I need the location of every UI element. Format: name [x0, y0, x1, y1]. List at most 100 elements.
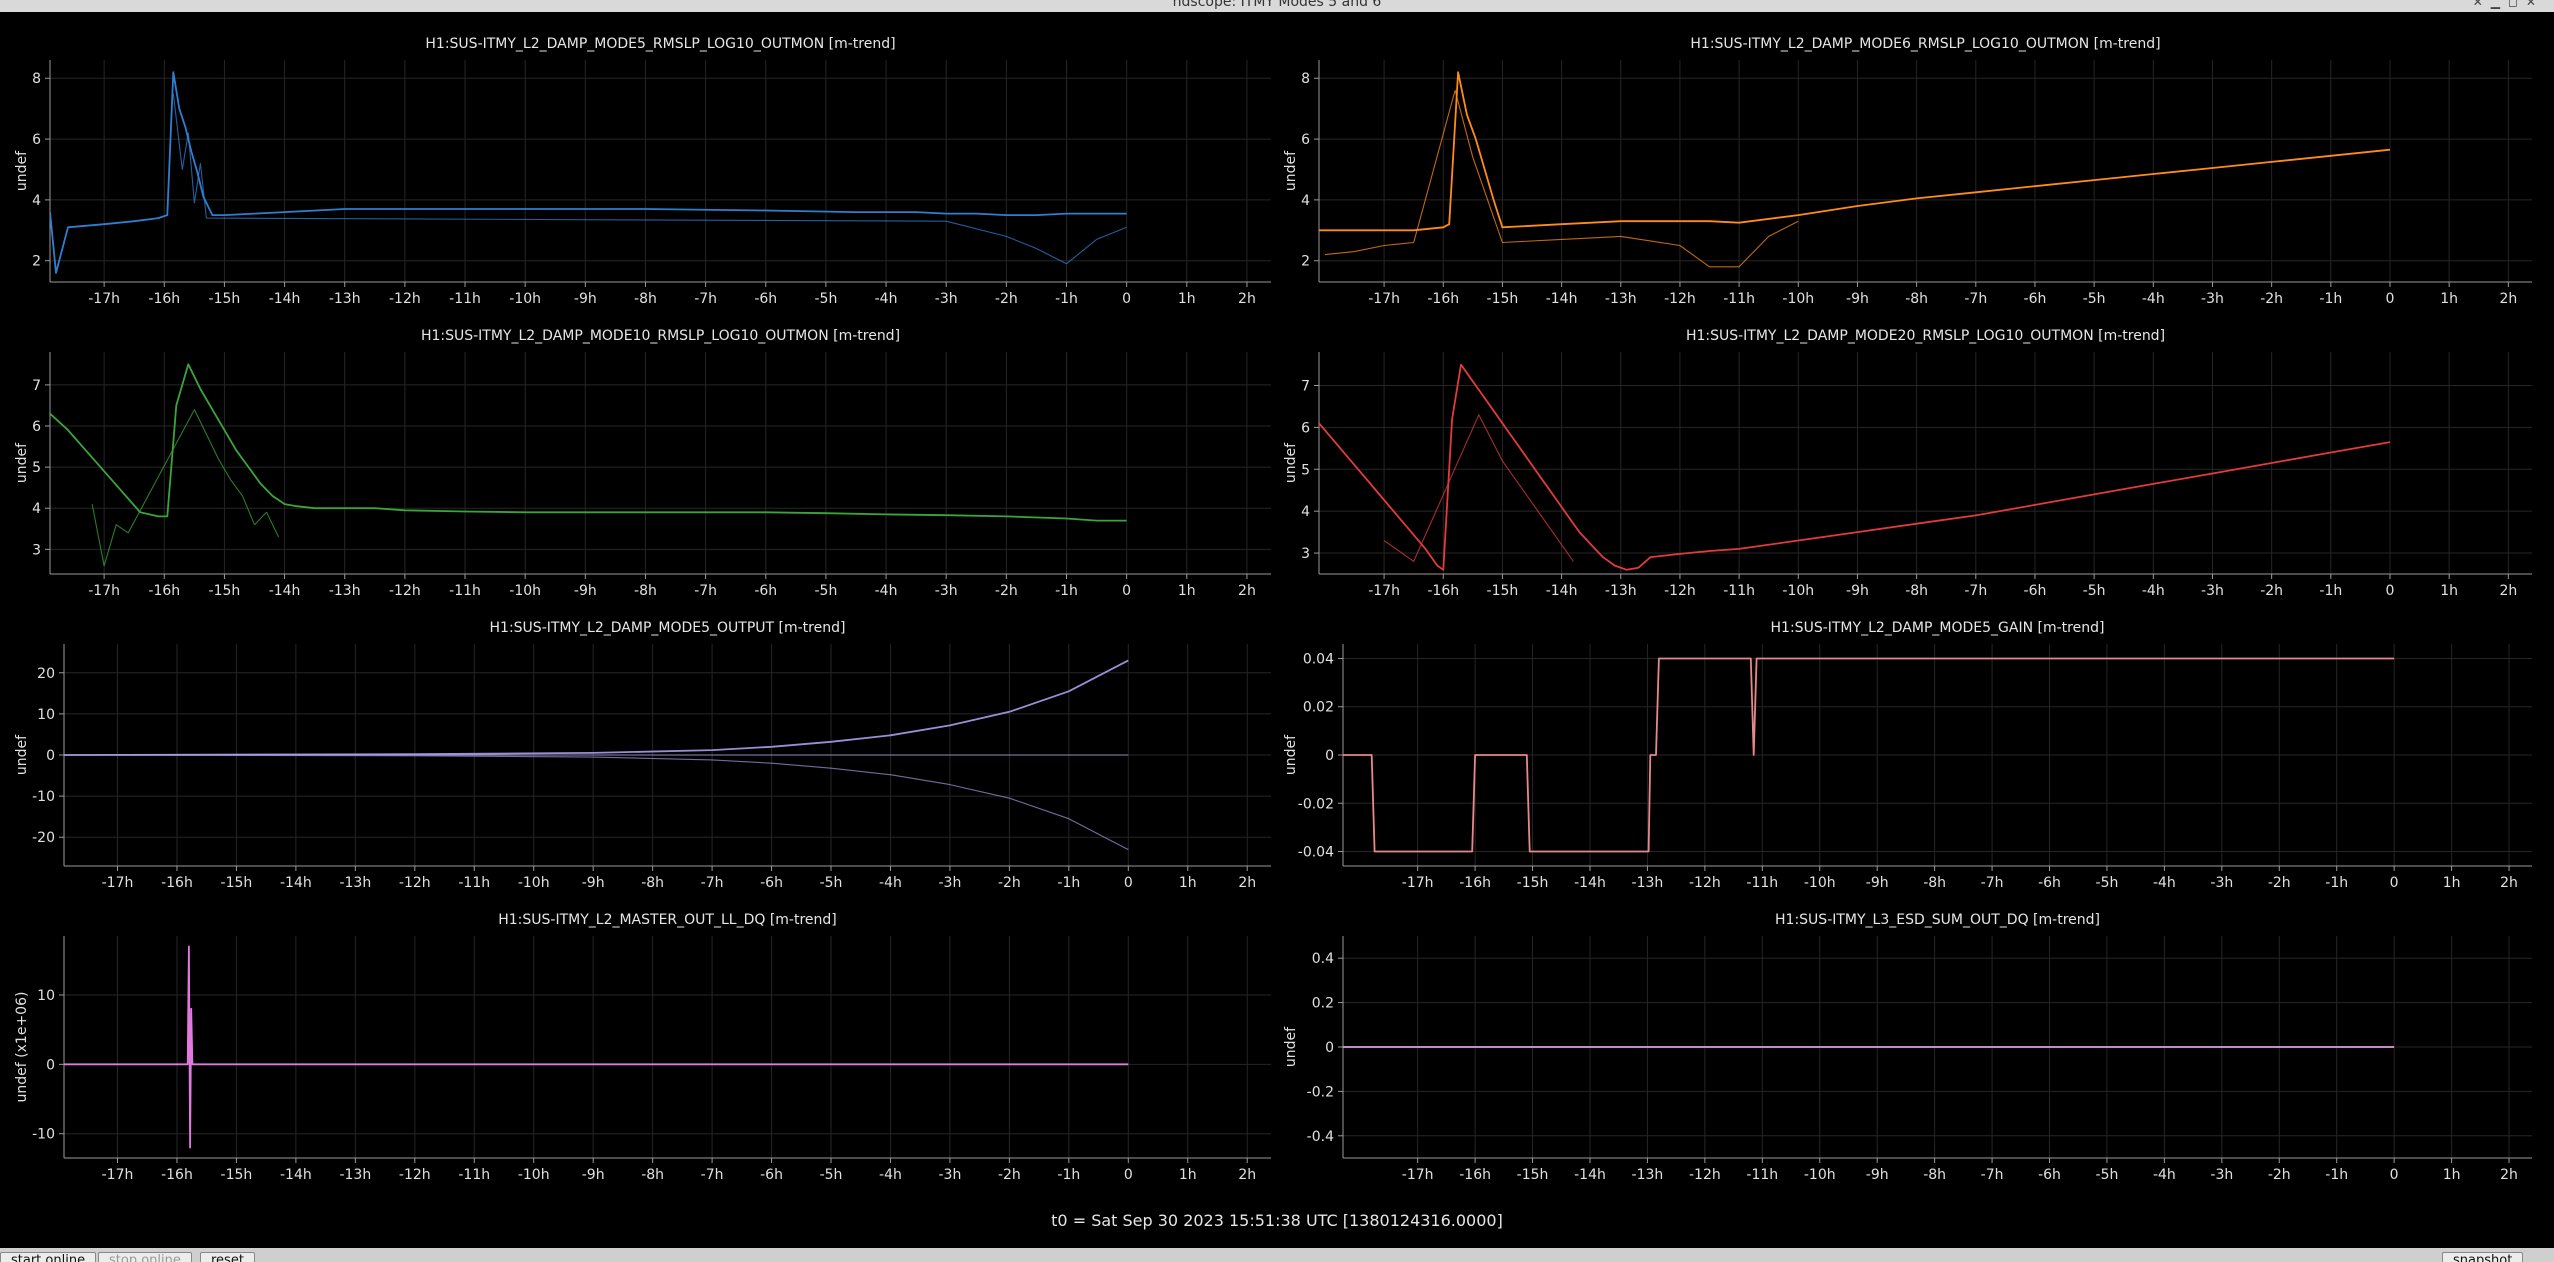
x-tick-label: -15h — [221, 875, 253, 891]
x-tick-label: 1h — [1179, 875, 1197, 891]
snapshot-button[interactable]: snapshot — [2442, 1252, 2524, 1262]
x-tick-label: -5h — [814, 583, 837, 599]
x-tick-label: -9h — [1846, 291, 1869, 307]
series-line — [64, 945, 1129, 1149]
x-tick-label: -1h — [1057, 875, 1080, 891]
y-tick-label: -0.2 — [1307, 1084, 1334, 1100]
plot-title: H1:SUS-ITMY_L2_DAMP_MODE5_OUTPUT [m-tren… — [490, 620, 846, 636]
x-tick-label: -8h — [641, 875, 664, 891]
x-tick-label: -3h — [2210, 875, 2233, 891]
series-line — [1319, 71, 2391, 232]
x-tick-label: 2h — [2500, 875, 2518, 891]
x-tick-label: -8h — [634, 291, 657, 307]
y-axis-label: undef — [14, 734, 30, 775]
x-tick-label: -9h — [1866, 1167, 1889, 1183]
series-line — [50, 71, 1127, 274]
reset-button[interactable]: reset — [200, 1252, 255, 1262]
series-line — [172, 93, 1127, 265]
x-tick-label: -6h — [754, 583, 777, 599]
x-tick-label: -10h — [518, 1167, 550, 1183]
plot-title: H1:SUS-ITMY_L2_DAMP_MODE10_RMSLP_LOG10_O… — [421, 328, 900, 344]
x-tick-label: 0 — [2390, 875, 2399, 891]
x-tick-label: 1h — [2443, 1167, 2461, 1183]
plot-master[interactable]: H1:SUS-ITMY_L2_MASTER_OUT_LL_DQ [m-trend… — [0, 906, 1275, 1192]
x-tick-label: -11h — [1723, 291, 1755, 307]
plot-output[interactable]: H1:SUS-ITMY_L2_DAMP_MODE5_OUTPUT [m-tren… — [0, 614, 1275, 900]
x-tick-label: -14h — [1574, 1167, 1606, 1183]
x-tick-label: 1h — [1178, 583, 1196, 599]
x-tick-label: 0 — [1122, 583, 1131, 599]
x-tick-label: -9h — [582, 875, 605, 891]
x-tick-label: -16h — [148, 291, 180, 307]
x-tick-label: -2h — [2268, 875, 2291, 891]
x-tick-label: 1h — [2440, 583, 2458, 599]
x-tick-label: 1h — [2443, 875, 2461, 891]
x-tick-label: -16h — [1459, 1167, 1491, 1183]
y-tick-label: 3 — [32, 542, 41, 558]
x-tick-label: -8h — [641, 1167, 664, 1183]
x-tick-label: -8h — [1923, 1167, 1946, 1183]
plot-title: H1:SUS-ITMY_L3_ESD_SUM_OUT_DQ [m-trend] — [1775, 912, 2100, 928]
y-tick-label: 10 — [37, 707, 55, 723]
x-tick-label: -2h — [998, 1167, 1021, 1183]
x-tick-label: -11h — [1746, 1167, 1778, 1183]
y-tick-label: 4 — [32, 501, 41, 517]
plot-gain[interactable]: H1:SUS-ITMY_L2_DAMP_MODE5_GAIN [m-trend]… — [1275, 614, 2554, 900]
x-tick-label: -13h — [1632, 875, 1664, 891]
x-tick-label: -1h — [2325, 1167, 2348, 1183]
plot-title: H1:SUS-ITMY_L2_MASTER_OUT_LL_DQ [m-trend… — [498, 912, 837, 928]
x-tick-label: -9h — [1846, 583, 1869, 599]
plot-mode5[interactable]: H1:SUS-ITMY_L2_DAMP_MODE5_RMSLP_LOG10_OU… — [0, 30, 1275, 316]
y-tick-label: 5 — [1301, 462, 1310, 478]
x-tick-label: -2h — [998, 875, 1021, 891]
window-titlebar: ndscope: ITMY Modes 5 and 6 ✕▁◻✕ — [0, 0, 2554, 12]
x-tick-label: -5h — [2083, 291, 2106, 307]
x-tick-label: -15h — [209, 583, 241, 599]
plot-mode6[interactable]: H1:SUS-ITMY_L2_DAMP_MODE6_RMSLP_LOG10_OU… — [1275, 30, 2554, 316]
plot-title: H1:SUS-ITMY_L2_DAMP_MODE20_RMSLP_LOG10_O… — [1686, 328, 2165, 344]
x-tick-label: -2h — [2260, 583, 2283, 599]
y-tick-label: -0.04 — [1298, 845, 1334, 861]
y-tick-label: 6 — [32, 419, 41, 435]
plot-mode20[interactable]: H1:SUS-ITMY_L2_DAMP_MODE20_RMSLP_LOG10_O… — [1275, 322, 2554, 608]
x-tick-label: -13h — [329, 291, 361, 307]
x-tick-label: -10h — [1804, 1167, 1836, 1183]
x-tick-label: -17h — [1368, 583, 1400, 599]
x-tick-label: -6h — [2038, 1167, 2061, 1183]
y-tick-label: 2 — [1301, 254, 1310, 270]
y-tick-label: 7 — [1301, 379, 1310, 395]
x-tick-label: -3h — [939, 1167, 962, 1183]
x-tick-label: -16h — [161, 1167, 193, 1183]
x-tick-label: 0 — [2386, 291, 2395, 307]
window-controls-icon[interactable]: ✕▁◻✕ — [2472, 0, 2544, 9]
plot-grid: H1:SUS-ITMY_L2_DAMP_MODE5_RMSLP_LOG10_OU… — [0, 12, 2554, 1220]
x-tick-label: -15h — [209, 291, 241, 307]
y-axis-label: undef — [1283, 150, 1299, 191]
x-tick-label: -9h — [582, 1167, 605, 1183]
x-tick-label: -12h — [1664, 291, 1696, 307]
x-tick-label: -7h — [1981, 1167, 2004, 1183]
x-tick-label: -7h — [1964, 291, 1987, 307]
x-tick-label: -9h — [574, 291, 597, 307]
x-tick-label: -7h — [1981, 875, 2004, 891]
x-tick-label: -6h — [754, 291, 777, 307]
x-tick-label: -7h — [694, 583, 717, 599]
x-tick-label: -5h — [820, 1167, 843, 1183]
plot-esd[interactable]: H1:SUS-ITMY_L3_ESD_SUM_OUT_DQ [m-trend] -… — [1275, 906, 2554, 1192]
start-online-button[interactable]: start online — [0, 1252, 97, 1262]
x-tick-label: -7h — [701, 1167, 724, 1183]
x-tick-label: -9h — [1866, 875, 1889, 891]
x-tick-label: -2h — [995, 291, 1018, 307]
plot-mode10[interactable]: H1:SUS-ITMY_L2_DAMP_MODE10_RMSLP_LOG10_O… — [0, 322, 1275, 608]
x-tick-label: -7h — [1964, 583, 1987, 599]
series-line — [1324, 89, 1799, 268]
y-tick-label: 0 — [1325, 748, 1334, 764]
x-tick-label: -13h — [329, 583, 361, 599]
x-tick-label: -14h — [269, 583, 301, 599]
x-tick-label: -8h — [1923, 875, 1946, 891]
x-tick-label: -8h — [1905, 291, 1928, 307]
stop-online-button[interactable]: stop online — [98, 1252, 192, 1262]
x-tick-label: -10h — [1782, 583, 1814, 599]
x-tick-label: -12h — [399, 875, 431, 891]
x-tick-label: -2h — [2268, 1167, 2291, 1183]
